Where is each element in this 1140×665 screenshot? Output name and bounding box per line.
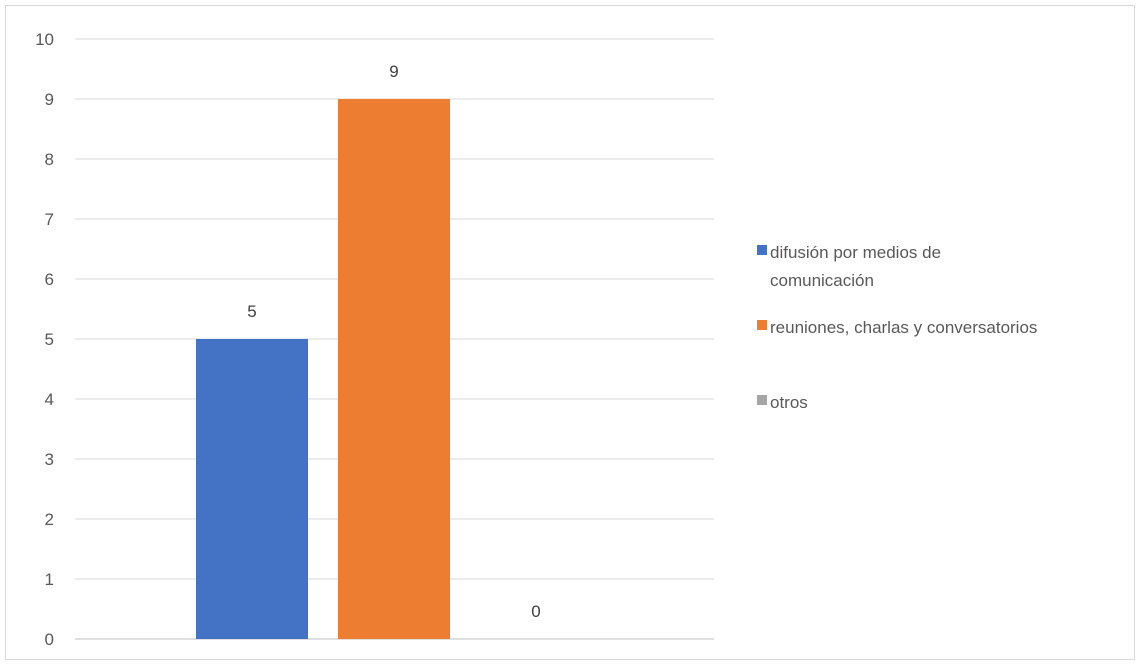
data-label: 5 [247,302,256,321]
data-label: 0 [531,602,540,621]
y-tick-label: 6 [45,270,54,289]
y-tick-label: 10 [35,30,54,49]
legend-label: otros [770,393,808,412]
y-tick-label: 2 [45,510,54,529]
legend-entry: otros [757,393,808,412]
y-tick-label: 0 [45,630,54,649]
data-label: 9 [389,62,398,81]
legend-entry: reuniones, charlas y conversatorios [757,318,1037,337]
y-tick-label: 7 [45,210,54,229]
legend-swatch [757,320,767,330]
legend-label: difusión por medios de [770,243,941,262]
bars [196,99,450,639]
y-tick-label: 9 [45,90,54,109]
y-tick-label: 3 [45,450,54,469]
bar [338,99,450,639]
y-tick-label: 4 [45,390,54,409]
y-tick-label: 8 [45,150,54,169]
legend-label: reuniones, charlas y conversatorios [770,318,1037,337]
data-labels: 5 9 0 [247,62,540,621]
legend-swatch [757,245,767,255]
legend-swatch [757,395,767,405]
bar [196,339,308,639]
y-tick-label: 1 [45,570,54,589]
legend-entry: difusión por medios de comunicación [757,243,941,290]
y-tick-label: 5 [45,330,54,349]
legend-label: comunicación [770,271,874,290]
legend: difusión por medios de comunicación reunio… [757,243,1037,412]
chart-frame [5,5,1135,660]
y-axis-tick-labels: 0 1 2 3 4 5 6 7 8 9 10 [35,30,54,649]
